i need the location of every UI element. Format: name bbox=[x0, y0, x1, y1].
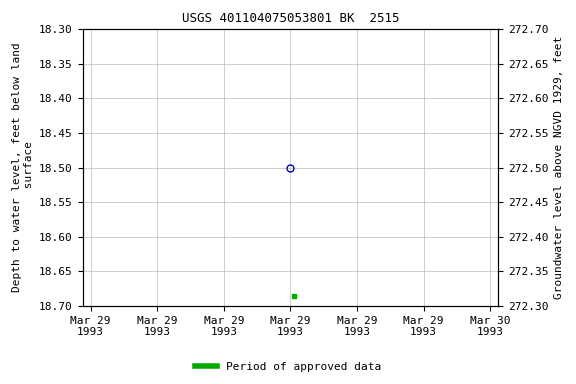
Legend: Period of approved data: Period of approved data bbox=[191, 358, 385, 377]
Y-axis label: Depth to water level, feet below land
 surface: Depth to water level, feet below land su… bbox=[12, 43, 33, 292]
Y-axis label: Groundwater level above NGVD 1929, feet: Groundwater level above NGVD 1929, feet bbox=[554, 36, 564, 299]
Title: USGS 401104075053801 BK  2515: USGS 401104075053801 BK 2515 bbox=[181, 12, 399, 25]
